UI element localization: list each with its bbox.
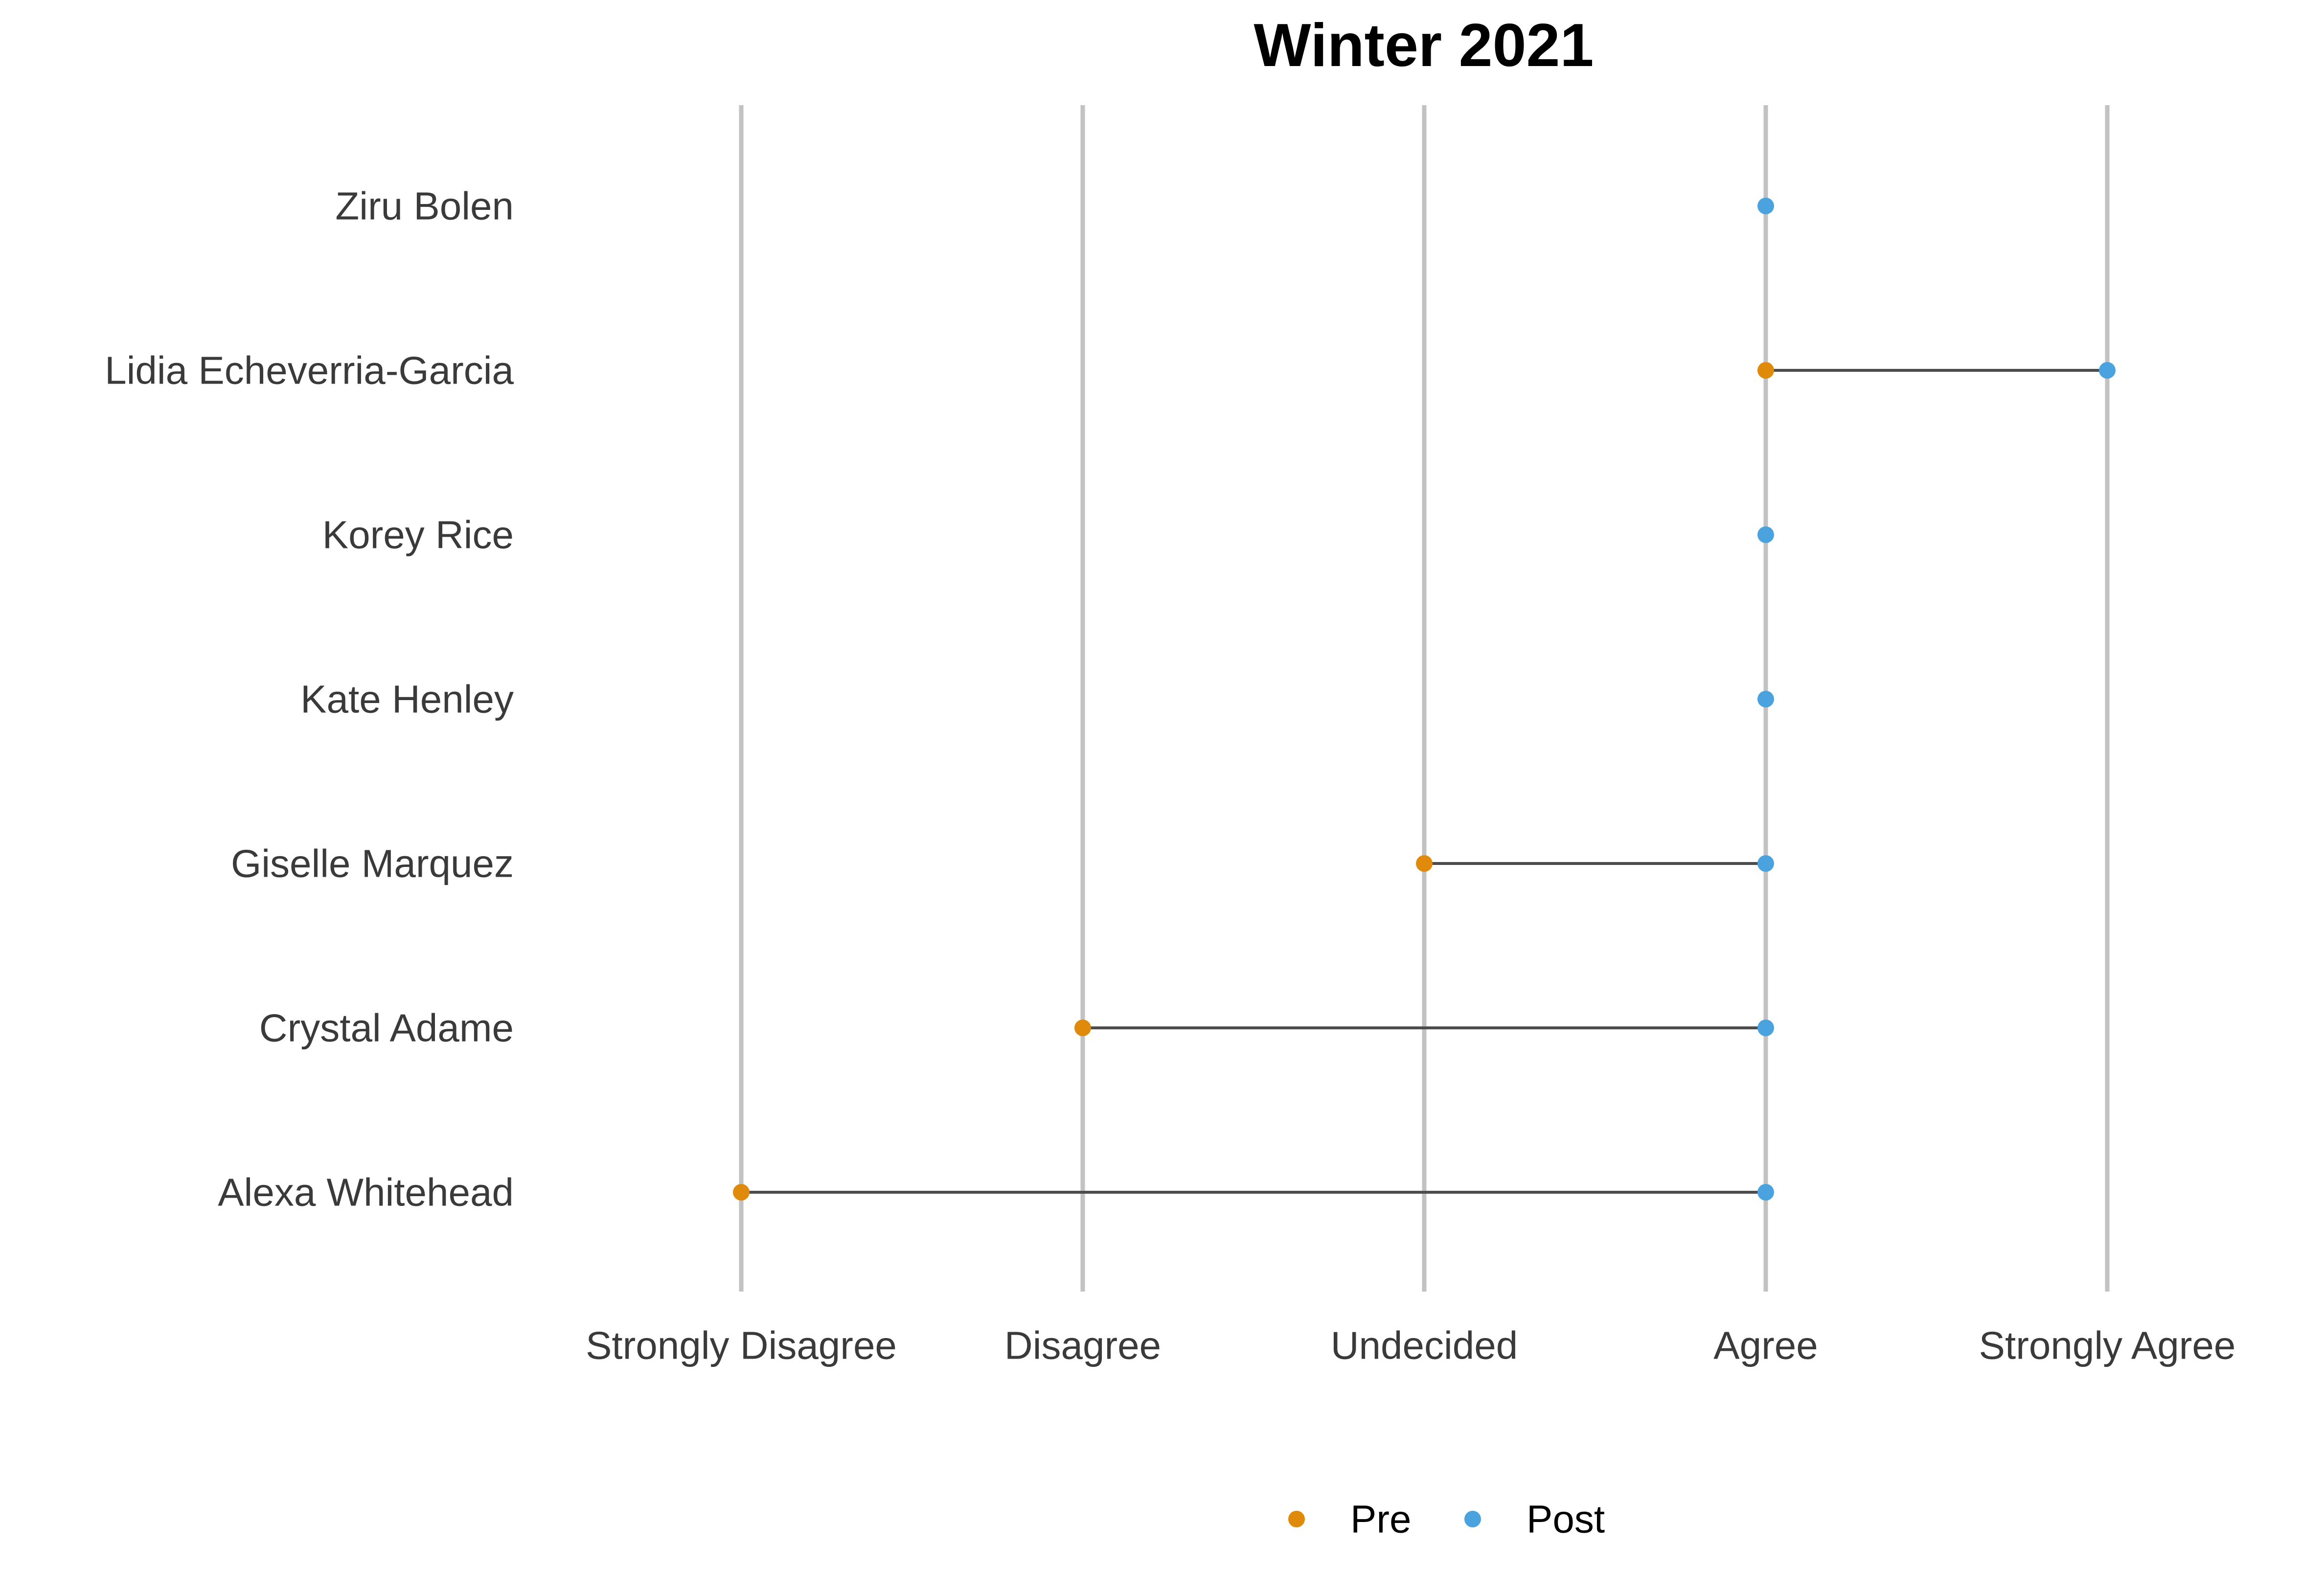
y-tick-label: Kate Henley xyxy=(300,678,514,721)
y-tick-label: Korey Rice xyxy=(322,513,514,557)
pre-point xyxy=(1757,362,1774,379)
pre-point xyxy=(1074,1020,1091,1036)
y-tick-label: Ziru Bolen xyxy=(335,184,514,228)
x-tick-label: Agree xyxy=(1713,1324,1818,1367)
post-point xyxy=(2099,362,2116,379)
y-tick-label: Lidia Echeverria-Garcia xyxy=(105,349,514,392)
points xyxy=(733,198,2116,1201)
y-tick-label: Crystal Adame xyxy=(259,1006,514,1050)
post-point xyxy=(1757,198,1774,214)
post-point xyxy=(1757,1020,1774,1036)
post-point xyxy=(1757,691,1774,707)
y-tick-label: Giselle Marquez xyxy=(231,842,514,886)
legend-label: Pre xyxy=(1350,1498,1412,1541)
pre-point xyxy=(733,1184,750,1201)
pre-point xyxy=(1416,855,1433,872)
x-tick-label: Undecided xyxy=(1331,1324,1518,1367)
y-axis-labels: Ziru Bolen Lidia Echeverria-Garcia Korey R… xyxy=(105,184,514,1214)
legend-marker xyxy=(1464,1511,1481,1527)
x-tick-label: Disagree xyxy=(1004,1324,1161,1367)
legend-marker xyxy=(1288,1511,1305,1527)
legend: Pre Post xyxy=(1288,1498,1605,1541)
post-point xyxy=(1757,1184,1774,1201)
connectors xyxy=(741,369,2107,1194)
x-tick-label: Strongly Agree xyxy=(1979,1324,2236,1367)
legend-label: Post xyxy=(1527,1498,1605,1541)
chart-title: Winter 2021 xyxy=(1254,12,1594,79)
gridlines xyxy=(739,105,2110,1292)
x-tick-label: Strongly Disagree xyxy=(586,1324,897,1367)
post-point xyxy=(1757,855,1774,872)
y-tick-label: Alexa Whitehead xyxy=(218,1171,514,1214)
x-axis-labels: Strongly Disagree Disagree Undecided Agree S… xyxy=(586,1324,2235,1367)
post-point xyxy=(1757,526,1774,543)
